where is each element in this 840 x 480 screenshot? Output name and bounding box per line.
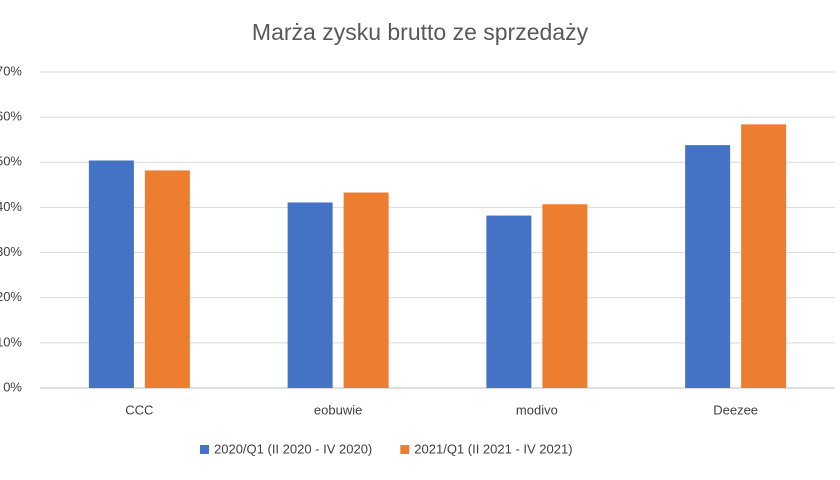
y-tick-label: 40% [0, 199, 22, 214]
y-tick-label: 60% [0, 109, 22, 124]
legend-swatch [200, 445, 209, 454]
legend-label: 2021/Q1 (II 2021 - IV 2021) [414, 441, 572, 456]
bar [88, 160, 134, 388]
bar [685, 145, 731, 388]
x-tick-label: modivo [516, 402, 558, 417]
legend-swatch [400, 445, 410, 454]
bar [741, 124, 787, 388]
y-tick-label: 20% [0, 289, 22, 304]
x-tick-label: CCC [125, 402, 153, 417]
y-tick-label: 70% [0, 63, 22, 78]
y-tick-label: 50% [0, 154, 22, 169]
bar [144, 170, 190, 388]
y-tick-label: 10% [0, 334, 22, 349]
x-tick-label: Deezee [713, 402, 758, 417]
bar [287, 202, 333, 388]
y-tick-label: 30% [0, 244, 22, 259]
bar [343, 192, 389, 388]
bar [542, 204, 588, 388]
bar [486, 215, 532, 388]
y-tick-label: 0% [3, 379, 22, 394]
x-tick-label: eobuwie [314, 402, 362, 417]
chart-title: Marża zysku brutto ze sprzedaży [252, 19, 589, 45]
legend-label: 2020/Q1 (II 2020 - IV 2020) [214, 441, 372, 456]
